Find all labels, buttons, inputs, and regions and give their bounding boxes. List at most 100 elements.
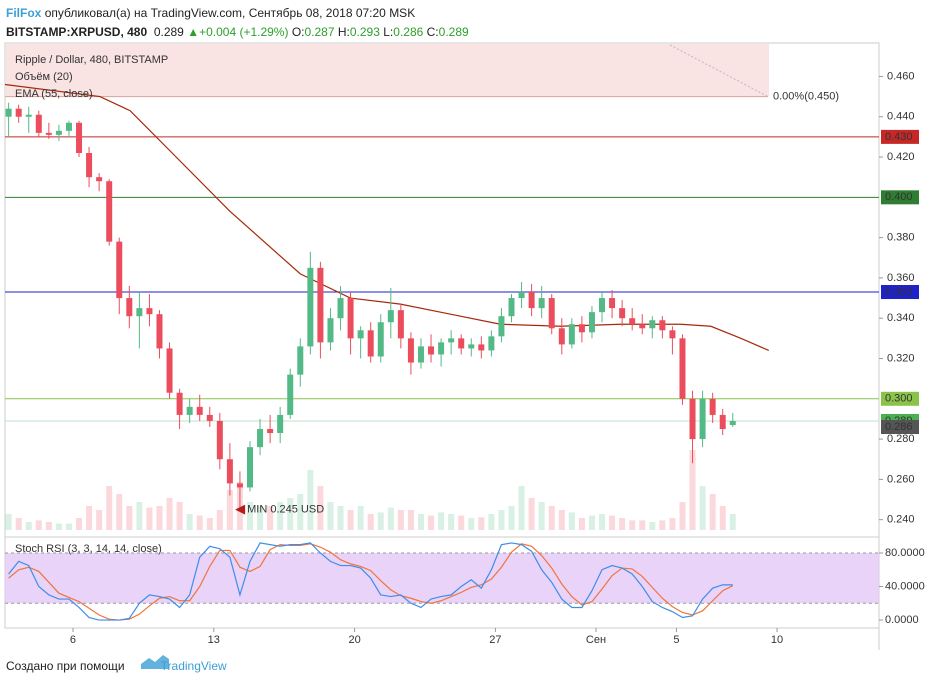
candle-body — [226, 459, 233, 484]
candle-body — [518, 292, 525, 299]
stoch-k-line — [8, 542, 733, 621]
candle-body — [297, 346, 304, 375]
candle-body — [428, 346, 435, 355]
candle-body — [337, 298, 344, 319]
volume-bar — [649, 522, 656, 530]
change: +0.004 (+1.29%) — [199, 25, 289, 39]
candle-body — [196, 406, 203, 415]
ohlc-label: H: — [337, 25, 350, 39]
price-pane: 0.00%(0.450) MIN 0.245 USD — [4, 44, 879, 530]
header: FilFox опубликовал(а) на TradingView.com… — [6, 4, 469, 42]
volume-bar — [397, 510, 404, 530]
candle-body — [599, 298, 606, 313]
stoch-pane — [5, 542, 879, 621]
candle-body — [448, 338, 455, 343]
candle-body — [126, 298, 133, 317]
volume-label: Объём (20) — [15, 71, 73, 83]
x-tick-label: 5 — [673, 634, 679, 646]
stoch-band — [5, 552, 879, 604]
candle-body — [186, 406, 193, 415]
y-tick-label: 0.360 — [887, 272, 915, 284]
y-tick-label: 0.260 — [887, 473, 915, 485]
candle-body — [96, 177, 103, 182]
candle-body — [619, 308, 626, 319]
candle-body — [438, 342, 445, 355]
y-tick-label: 0.0000 — [885, 614, 919, 626]
x-tick-label: Сен — [586, 634, 606, 646]
stoch-title: Stoch RSI (3, 3, 14, 14, close) — [15, 543, 162, 555]
candle-body — [35, 114, 42, 133]
volume-bar — [729, 514, 736, 530]
volume-bar — [45, 522, 52, 530]
y-tick-label: 0.460 — [887, 70, 915, 82]
ema-label: EMA (55, close) — [15, 88, 93, 100]
axes: 0.4300.4000.3530.3000.2890.2860.4600.440… — [70, 70, 925, 646]
volume-bar — [468, 518, 475, 530]
ohlc-label: L: — [383, 25, 394, 39]
volume-bar — [669, 518, 676, 530]
volume-bar — [5, 514, 12, 530]
volume-bar — [588, 515, 595, 530]
y-tick-label: 0.440 — [887, 111, 915, 123]
candle-body — [136, 308, 143, 317]
min-arrow — [235, 504, 246, 515]
candle-body — [508, 298, 515, 317]
footer-brand[interactable]: TradingView — [160, 659, 227, 673]
y-tick-label: 0.240 — [887, 514, 915, 526]
volume-bar — [297, 494, 304, 530]
volume-bar — [599, 514, 606, 530]
volume-bar — [548, 506, 555, 530]
candle-body — [176, 392, 183, 415]
candle-body — [528, 292, 535, 309]
volume-bar — [448, 514, 455, 530]
candle-body — [609, 298, 616, 309]
candle-body — [709, 398, 716, 415]
candle-body — [267, 429, 274, 434]
candle-body — [106, 181, 113, 242]
candle-body — [649, 320, 656, 329]
candle-body — [116, 241, 123, 299]
candle-body — [568, 324, 575, 345]
candle-body — [558, 328, 565, 345]
volume-bar — [15, 518, 22, 530]
volume-bar — [407, 510, 414, 530]
volume-bar — [478, 517, 485, 530]
candle-body — [659, 320, 666, 331]
x-tick-label: 10 — [771, 634, 783, 646]
volume-bar — [86, 506, 93, 530]
volume-bar — [327, 502, 334, 530]
candle-body — [216, 420, 223, 460]
x-tick-label: 20 — [348, 634, 360, 646]
footer: Создано при помощи TradingView — [6, 659, 227, 673]
candle-body — [397, 310, 404, 339]
y-tick-label: 0.340 — [887, 312, 915, 324]
volume-bar — [699, 486, 706, 530]
candle-body — [5, 108, 12, 117]
candle-body — [377, 322, 384, 357]
volume-bar — [609, 515, 616, 530]
volume-bar — [247, 502, 254, 530]
fib-label: 0.00%(0.450) — [773, 90, 839, 102]
y-tick-label: 40.0000 — [885, 580, 925, 592]
volume-bar — [76, 518, 83, 530]
candle-body — [317, 267, 324, 343]
volume-bar — [35, 520, 42, 530]
candle-body — [699, 398, 706, 440]
candle-body — [307, 267, 314, 347]
price-label: 0.286 — [885, 421, 913, 433]
volume-bar — [679, 502, 686, 530]
candle-body — [206, 414, 213, 421]
volume-bar — [257, 506, 264, 530]
volume-bar — [136, 502, 143, 530]
ohlc-value: 0.287 — [304, 25, 335, 39]
quote-line: BITSTAMP:XRPUSD, 480 0.289 ▲+0.004 (+1.2… — [6, 23, 469, 42]
y-tick-label: 0.380 — [887, 232, 915, 244]
volume-bar — [65, 523, 72, 530]
candle-body — [55, 130, 62, 135]
volume-bar — [226, 490, 233, 530]
level-label: 0.353 — [885, 286, 913, 298]
x-tick-label: 13 — [208, 634, 220, 646]
author[interactable]: FilFox — [6, 6, 42, 20]
volume-bar — [417, 514, 424, 530]
candle-body — [729, 420, 736, 425]
